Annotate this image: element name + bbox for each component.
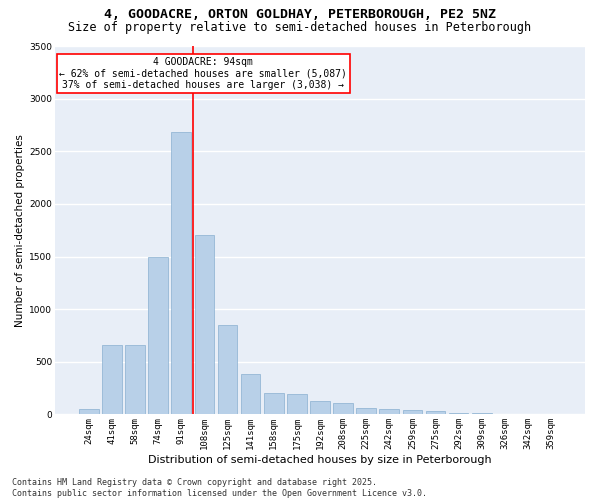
X-axis label: Distribution of semi-detached houses by size in Peterborough: Distribution of semi-detached houses by … [148, 455, 492, 465]
Bar [194, 236, 214, 414]
Bar [287, 394, 307, 414]
Bar [125, 345, 145, 414]
Bar [148, 256, 168, 414]
Bar [218, 325, 238, 414]
Text: Contains HM Land Registry data © Crown copyright and database right 2025.
Contai: Contains HM Land Registry data © Crown c… [12, 478, 427, 498]
Text: Size of property relative to semi-detached houses in Peterborough: Size of property relative to semi-detach… [68, 22, 532, 35]
Bar [241, 374, 260, 414]
Bar [356, 408, 376, 414]
Bar [403, 410, 422, 414]
Bar [79, 409, 98, 414]
Y-axis label: Number of semi-detached properties: Number of semi-detached properties [15, 134, 25, 326]
Bar [426, 412, 445, 414]
Bar [472, 413, 491, 414]
Bar [102, 345, 122, 414]
Text: 4, GOODACRE, ORTON GOLDHAY, PETERBOROUGH, PE2 5NZ: 4, GOODACRE, ORTON GOLDHAY, PETERBOROUGH… [104, 8, 496, 20]
Bar [310, 400, 330, 414]
Bar [333, 403, 353, 414]
Bar [172, 132, 191, 414]
Bar [449, 412, 469, 414]
Text: 4 GOODACRE: 94sqm
← 62% of semi-detached houses are smaller (5,087)
37% of semi-: 4 GOODACRE: 94sqm ← 62% of semi-detached… [59, 57, 347, 90]
Bar [264, 394, 284, 414]
Bar [379, 408, 399, 414]
